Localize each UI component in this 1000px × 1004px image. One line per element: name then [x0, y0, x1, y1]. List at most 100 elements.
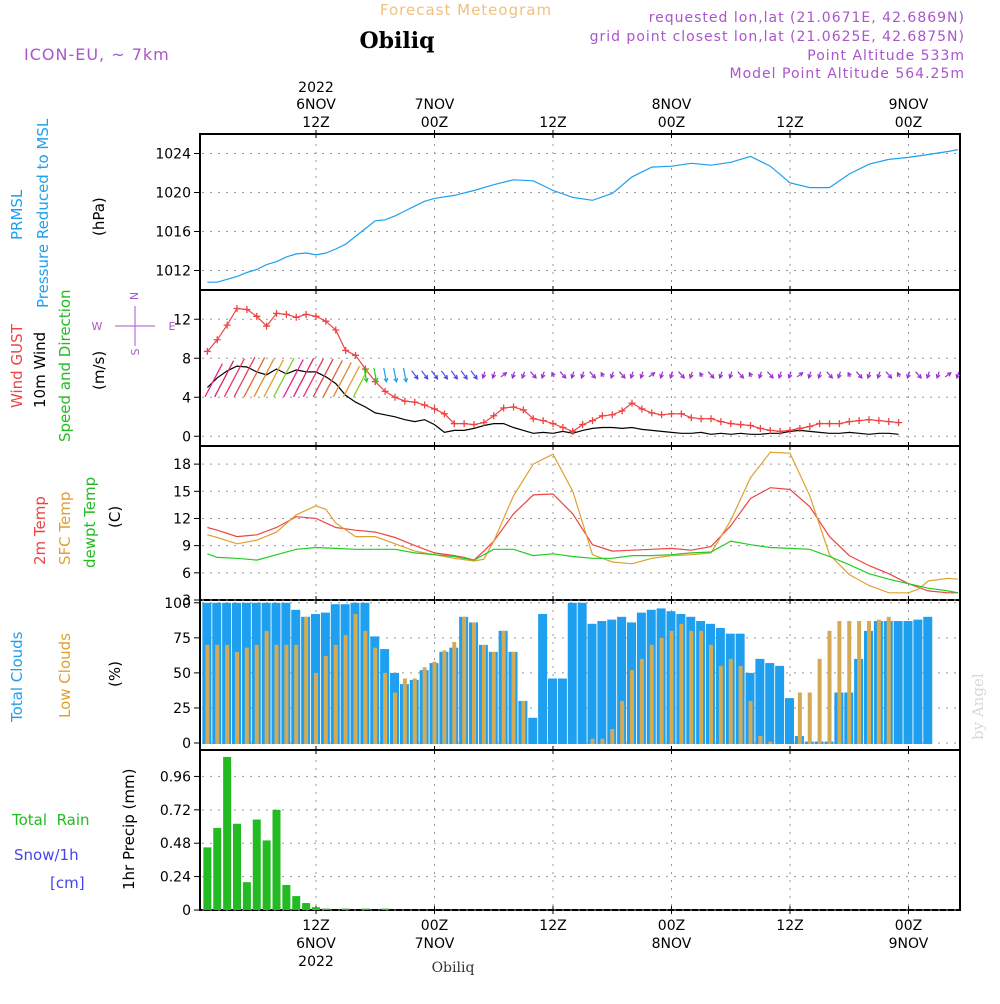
compass-west: W — [92, 320, 103, 333]
wind-arrow — [243, 357, 266, 398]
wind-arrow-head — [798, 371, 804, 377]
wind-arrow — [826, 371, 833, 379]
wind-arrow-head — [491, 373, 497, 380]
wind-arrow-head — [935, 373, 941, 380]
wind-arrow-head — [443, 374, 449, 380]
gust-marker — [292, 313, 300, 321]
low-cloud-bar — [472, 622, 476, 744]
low-cloud-bar — [797, 692, 802, 744]
low-cloud-bar — [728, 658, 733, 744]
wind-arrow-head — [609, 373, 615, 380]
top-time-label: 00Z — [421, 115, 448, 131]
y-tick-label: 8 — [182, 351, 191, 367]
wind-arrow — [332, 362, 352, 398]
y-tick-label: 100 — [164, 596, 191, 612]
wind-label-10m: 10m Wind — [31, 332, 49, 408]
wind-arrow-head — [639, 373, 645, 380]
wind-arrow — [263, 359, 284, 398]
wind-arrow-head — [570, 373, 576, 380]
temp-2m-line — [207, 487, 958, 594]
low-cloud-bar — [215, 644, 220, 744]
precip-label-rain: Total Rain — [11, 811, 90, 829]
grid-lines — [202, 130, 958, 914]
low-cloud-bar — [353, 614, 358, 744]
gust-marker — [826, 420, 833, 428]
wind-arrow-head — [807, 373, 813, 380]
wind-arrow-head — [787, 373, 793, 380]
precip-bar — [203, 847, 212, 910]
gust-marker — [302, 310, 310, 318]
precip-bar — [312, 907, 320, 910]
y-tick-label: 0 — [182, 736, 191, 752]
low-cloud-bar — [620, 700, 625, 744]
y-tick-label: 1012 — [155, 264, 191, 280]
wind-arrow-head — [817, 373, 822, 380]
wind-arrow-head — [620, 373, 626, 379]
gust-marker — [727, 420, 735, 428]
low-cloud-bar — [294, 644, 299, 744]
gust-marker — [589, 417, 596, 425]
low-cloud-bar — [333, 644, 338, 744]
gust-marker — [569, 427, 577, 435]
compass-icon: N W E S — [92, 292, 176, 356]
wind-arrow-head — [748, 371, 754, 377]
total-cloud-bar — [538, 614, 548, 744]
low-cloud-bar — [402, 678, 407, 744]
low-cloud-bar — [886, 616, 891, 744]
wind-arrow-head — [373, 377, 379, 384]
wind-arrow-head — [866, 373, 872, 380]
gust-marker — [431, 405, 438, 413]
top-time-label: 9NOV — [889, 97, 929, 113]
gust-marker — [460, 420, 468, 428]
gust-marker — [737, 421, 745, 429]
wind-arrow-head — [925, 373, 931, 380]
gust-marker — [885, 418, 893, 426]
wind-label-unit: (m/s) — [90, 351, 108, 390]
gust-marker — [223, 321, 231, 329]
chart-title: Forecast Meteogram — [380, 1, 552, 19]
gust-marker — [421, 401, 429, 409]
low-cloud-bar — [709, 644, 713, 744]
gust-marker — [529, 415, 537, 423]
low-cloud-bar — [462, 616, 467, 744]
bottom-time-label: 12Z — [302, 918, 329, 934]
low-cloud-bar — [521, 700, 526, 744]
y-tick-label: 1020 — [155, 186, 191, 202]
low-cloud-bar — [748, 700, 753, 744]
gust-marker — [747, 422, 754, 430]
gust-marker — [510, 403, 517, 411]
precip-bar — [341, 908, 350, 910]
wind-arrow — [855, 371, 863, 379]
wind-arrow — [737, 371, 744, 379]
top-time-label: 6NOV — [296, 97, 336, 113]
precip-bar — [381, 908, 390, 910]
total-cloud-bar — [597, 621, 607, 744]
gust-marker — [401, 397, 409, 405]
wind-arrow-head — [955, 373, 961, 380]
wind-arrow — [421, 370, 429, 380]
total-cloud-bar — [577, 602, 587, 744]
requested-lonlat: requested lon,lat (21.0671E, 42.6869N) — [649, 10, 965, 26]
location-title: Obiliq — [359, 28, 434, 54]
low-cloud-bar — [847, 621, 852, 744]
bottom-time-label: 12Z — [539, 918, 566, 934]
total-cloud-bar — [528, 717, 538, 744]
temp-label-unit: (C) — [106, 506, 124, 528]
wind-arrow-head — [837, 373, 842, 380]
pressure-label-unit: (hPa) — [90, 197, 108, 236]
low-cloud-bar — [659, 637, 664, 744]
wind-arrow-head — [511, 373, 516, 380]
low-cloud-bar — [491, 651, 496, 744]
gust-marker — [579, 421, 587, 429]
gust-marker — [411, 398, 419, 406]
gust-marker — [638, 405, 646, 413]
precip-label-unit: 1hr Precip (mm) — [120, 769, 138, 890]
gust-marker — [263, 322, 271, 330]
gust-marker — [687, 414, 695, 422]
wind-arrow — [322, 360, 343, 398]
gust-marker — [253, 312, 261, 320]
wind-arrow-head — [521, 373, 526, 380]
low-cloud-bar — [630, 670, 634, 744]
low-cloud-bar — [501, 630, 506, 744]
low-cloud-bar — [225, 644, 230, 744]
